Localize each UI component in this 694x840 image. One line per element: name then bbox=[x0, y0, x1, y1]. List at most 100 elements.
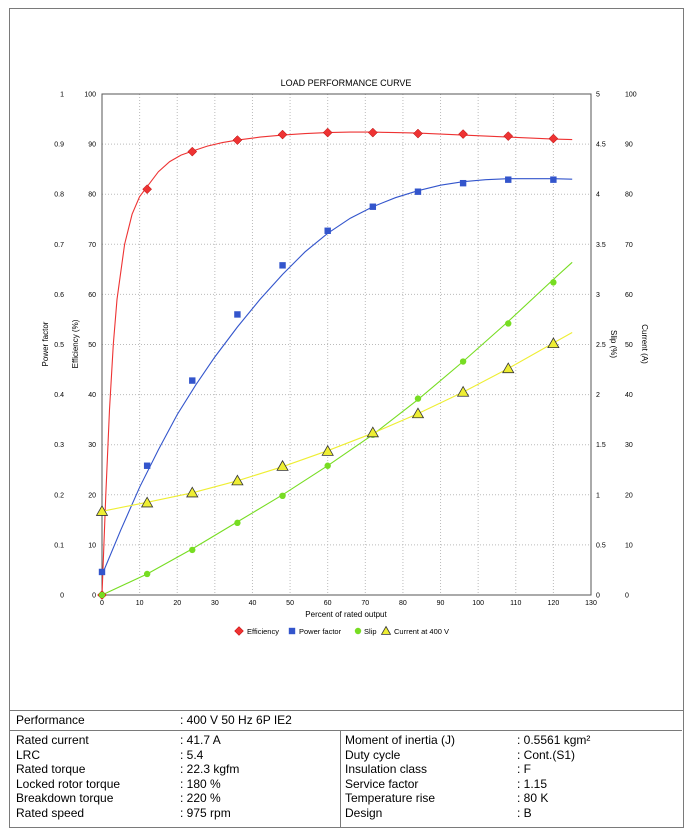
spec-row-left: Breakdown torque: 220 % bbox=[9, 790, 682, 806]
y-tick-label-slip: 1.5 bbox=[596, 442, 606, 449]
series-markers bbox=[95, 127, 560, 600]
y-tick-label-power-factor: 0.3 bbox=[54, 442, 64, 449]
y-tick-label-current: 90 bbox=[625, 142, 633, 149]
spec-row-right: Temperature rise: 80 K bbox=[9, 790, 682, 806]
point-power-factor bbox=[550, 176, 557, 183]
chart-legend: Efficiency Power factor Slip Current at 400… bbox=[234, 625, 449, 636]
spec-label: Duty cycle bbox=[345, 747, 401, 762]
spec-row-left: Rated torque : 22.3 kgfm bbox=[9, 761, 682, 777]
y-tick-label-efficiency: 50 bbox=[88, 342, 96, 349]
point-efficiency bbox=[367, 127, 378, 138]
point-power-factor bbox=[505, 176, 512, 183]
spec-value: : F bbox=[517, 762, 531, 777]
point-slip bbox=[279, 492, 286, 500]
point-power-factor bbox=[369, 203, 377, 210]
legend-label-power-factor: Power factor bbox=[299, 627, 342, 636]
spec-value: : 400 V 50 Hz 6P IE2 bbox=[180, 713, 292, 727]
spec-value: : 180 % bbox=[180, 776, 221, 791]
y-tick-label-power-factor: 0.7 bbox=[54, 242, 64, 249]
specs-header-row: Performance : 400 V 50 Hz 6P IE2 bbox=[9, 712, 682, 728]
y-tick-label-efficiency: 40 bbox=[88, 392, 96, 399]
x-tick-label: 130 bbox=[585, 600, 597, 607]
load-performance-chart: LOAD PERFORMANCE CURVE 0 10 20 30 40 50 60 70 80… bbox=[41, 78, 649, 636]
point-slip bbox=[324, 462, 331, 469]
point-efficiency bbox=[413, 128, 423, 139]
spec-value: : Cont.(S1) bbox=[517, 747, 576, 762]
legend-marker-slip bbox=[354, 627, 362, 635]
spec-row-right: Insulation class : F bbox=[9, 761, 682, 777]
y-tick-label-efficiency: 90 bbox=[88, 142, 96, 149]
legend-marker-current-at-400-v bbox=[380, 625, 392, 635]
y-tick-label-power-factor: 0.4 bbox=[54, 392, 64, 399]
spec-row-left: Rated speed: 975 rpm bbox=[9, 805, 682, 821]
spec-label: LRC bbox=[16, 747, 41, 762]
table-column-divider bbox=[340, 730, 341, 827]
point-current-at-400-v bbox=[321, 444, 334, 456]
point-efficiency bbox=[458, 129, 468, 139]
y-tick-label-power-factor: 1 bbox=[60, 92, 64, 99]
point-efficiency bbox=[548, 133, 559, 144]
point-efficiency bbox=[503, 131, 514, 141]
y-tick-label-efficiency: 0 bbox=[92, 593, 96, 600]
spec-row-right: Design: B bbox=[9, 805, 682, 821]
curve-power-factor bbox=[101, 178, 573, 576]
y-tick-label-current: 60 bbox=[625, 292, 633, 299]
y-axis-label-slip: Slip (%) bbox=[609, 330, 618, 358]
point-power-factor bbox=[234, 311, 241, 318]
spec-value: : 22.3 kgfm bbox=[180, 762, 240, 777]
point-current-at-400-v bbox=[276, 459, 289, 471]
point-slip bbox=[143, 570, 151, 578]
spec-label: Locked rotor torque bbox=[16, 776, 121, 791]
spec-label: Design bbox=[345, 806, 383, 820]
point-current-at-400-v bbox=[231, 474, 244, 486]
y-tick-label-efficiency: 60 bbox=[88, 292, 96, 299]
y-tick-label-slip: 3 bbox=[596, 292, 600, 299]
legend-marker-efficiency bbox=[234, 626, 244, 636]
point-efficiency bbox=[277, 129, 288, 140]
y-tick-label-power-factor: 0.1 bbox=[54, 542, 64, 549]
point-efficiency bbox=[232, 135, 243, 145]
spec-row-left: Rated current : 41.7 A bbox=[9, 732, 682, 748]
y-tick-label-power-factor: 0 bbox=[60, 593, 64, 600]
point-current-at-400-v bbox=[140, 496, 154, 508]
y-tick-label-current: 10 bbox=[625, 542, 633, 549]
y-tick-label-current: 40 bbox=[625, 392, 633, 399]
point-slip bbox=[550, 279, 557, 286]
spec-label: Rated torque bbox=[16, 762, 86, 777]
spec-value: : 41.7 A bbox=[180, 733, 221, 747]
x-tick-label: 50 bbox=[286, 600, 294, 607]
point-current-at-400-v bbox=[95, 505, 109, 516]
point-power-factor bbox=[279, 262, 286, 269]
spec-label: Insulation class bbox=[345, 762, 428, 777]
y-tick-label-slip: 2 bbox=[596, 392, 600, 399]
x-tick-label: 30 bbox=[211, 600, 219, 607]
x-tick-label: 120 bbox=[548, 600, 560, 607]
y-axis-label-current: Current (A) bbox=[640, 324, 649, 364]
spec-label: Rated current bbox=[16, 733, 89, 747]
spec-label: Service factor bbox=[345, 776, 419, 791]
curve-efficiency bbox=[101, 131, 573, 596]
y-tick-label-slip: 1 bbox=[596, 492, 600, 499]
spec-value: : 1.15 bbox=[517, 776, 548, 791]
chart-title: LOAD PERFORMANCE CURVE bbox=[281, 78, 412, 88]
y-tick-label-power-factor: 0.8 bbox=[54, 192, 64, 199]
y-tick-label-slip: 0.5 bbox=[596, 542, 606, 549]
chart-grid bbox=[102, 94, 591, 595]
x-tick-label: 80 bbox=[399, 600, 407, 607]
x-tick-label: 70 bbox=[361, 600, 369, 607]
spec-value: : 975 rpm bbox=[180, 806, 231, 820]
y-tick-label-efficiency: 30 bbox=[88, 442, 96, 449]
spec-row-left: Locked rotor torque : 180 % bbox=[9, 776, 682, 792]
point-slip bbox=[234, 519, 241, 527]
y-tick-label-efficiency: 80 bbox=[88, 192, 96, 199]
point-power-factor bbox=[324, 227, 331, 234]
point-slip bbox=[189, 546, 196, 554]
y-tick-label-current: 100 bbox=[625, 92, 637, 99]
point-power-factor bbox=[459, 179, 467, 187]
y-tick-label-efficiency: 70 bbox=[88, 242, 96, 249]
table-divider bbox=[9, 730, 682, 731]
y-tick-label-slip: 0 bbox=[596, 593, 600, 600]
spec-row-right: Service factor : 1.15 bbox=[9, 776, 682, 792]
y-axis-label-power-factor: Power factor bbox=[41, 321, 50, 366]
